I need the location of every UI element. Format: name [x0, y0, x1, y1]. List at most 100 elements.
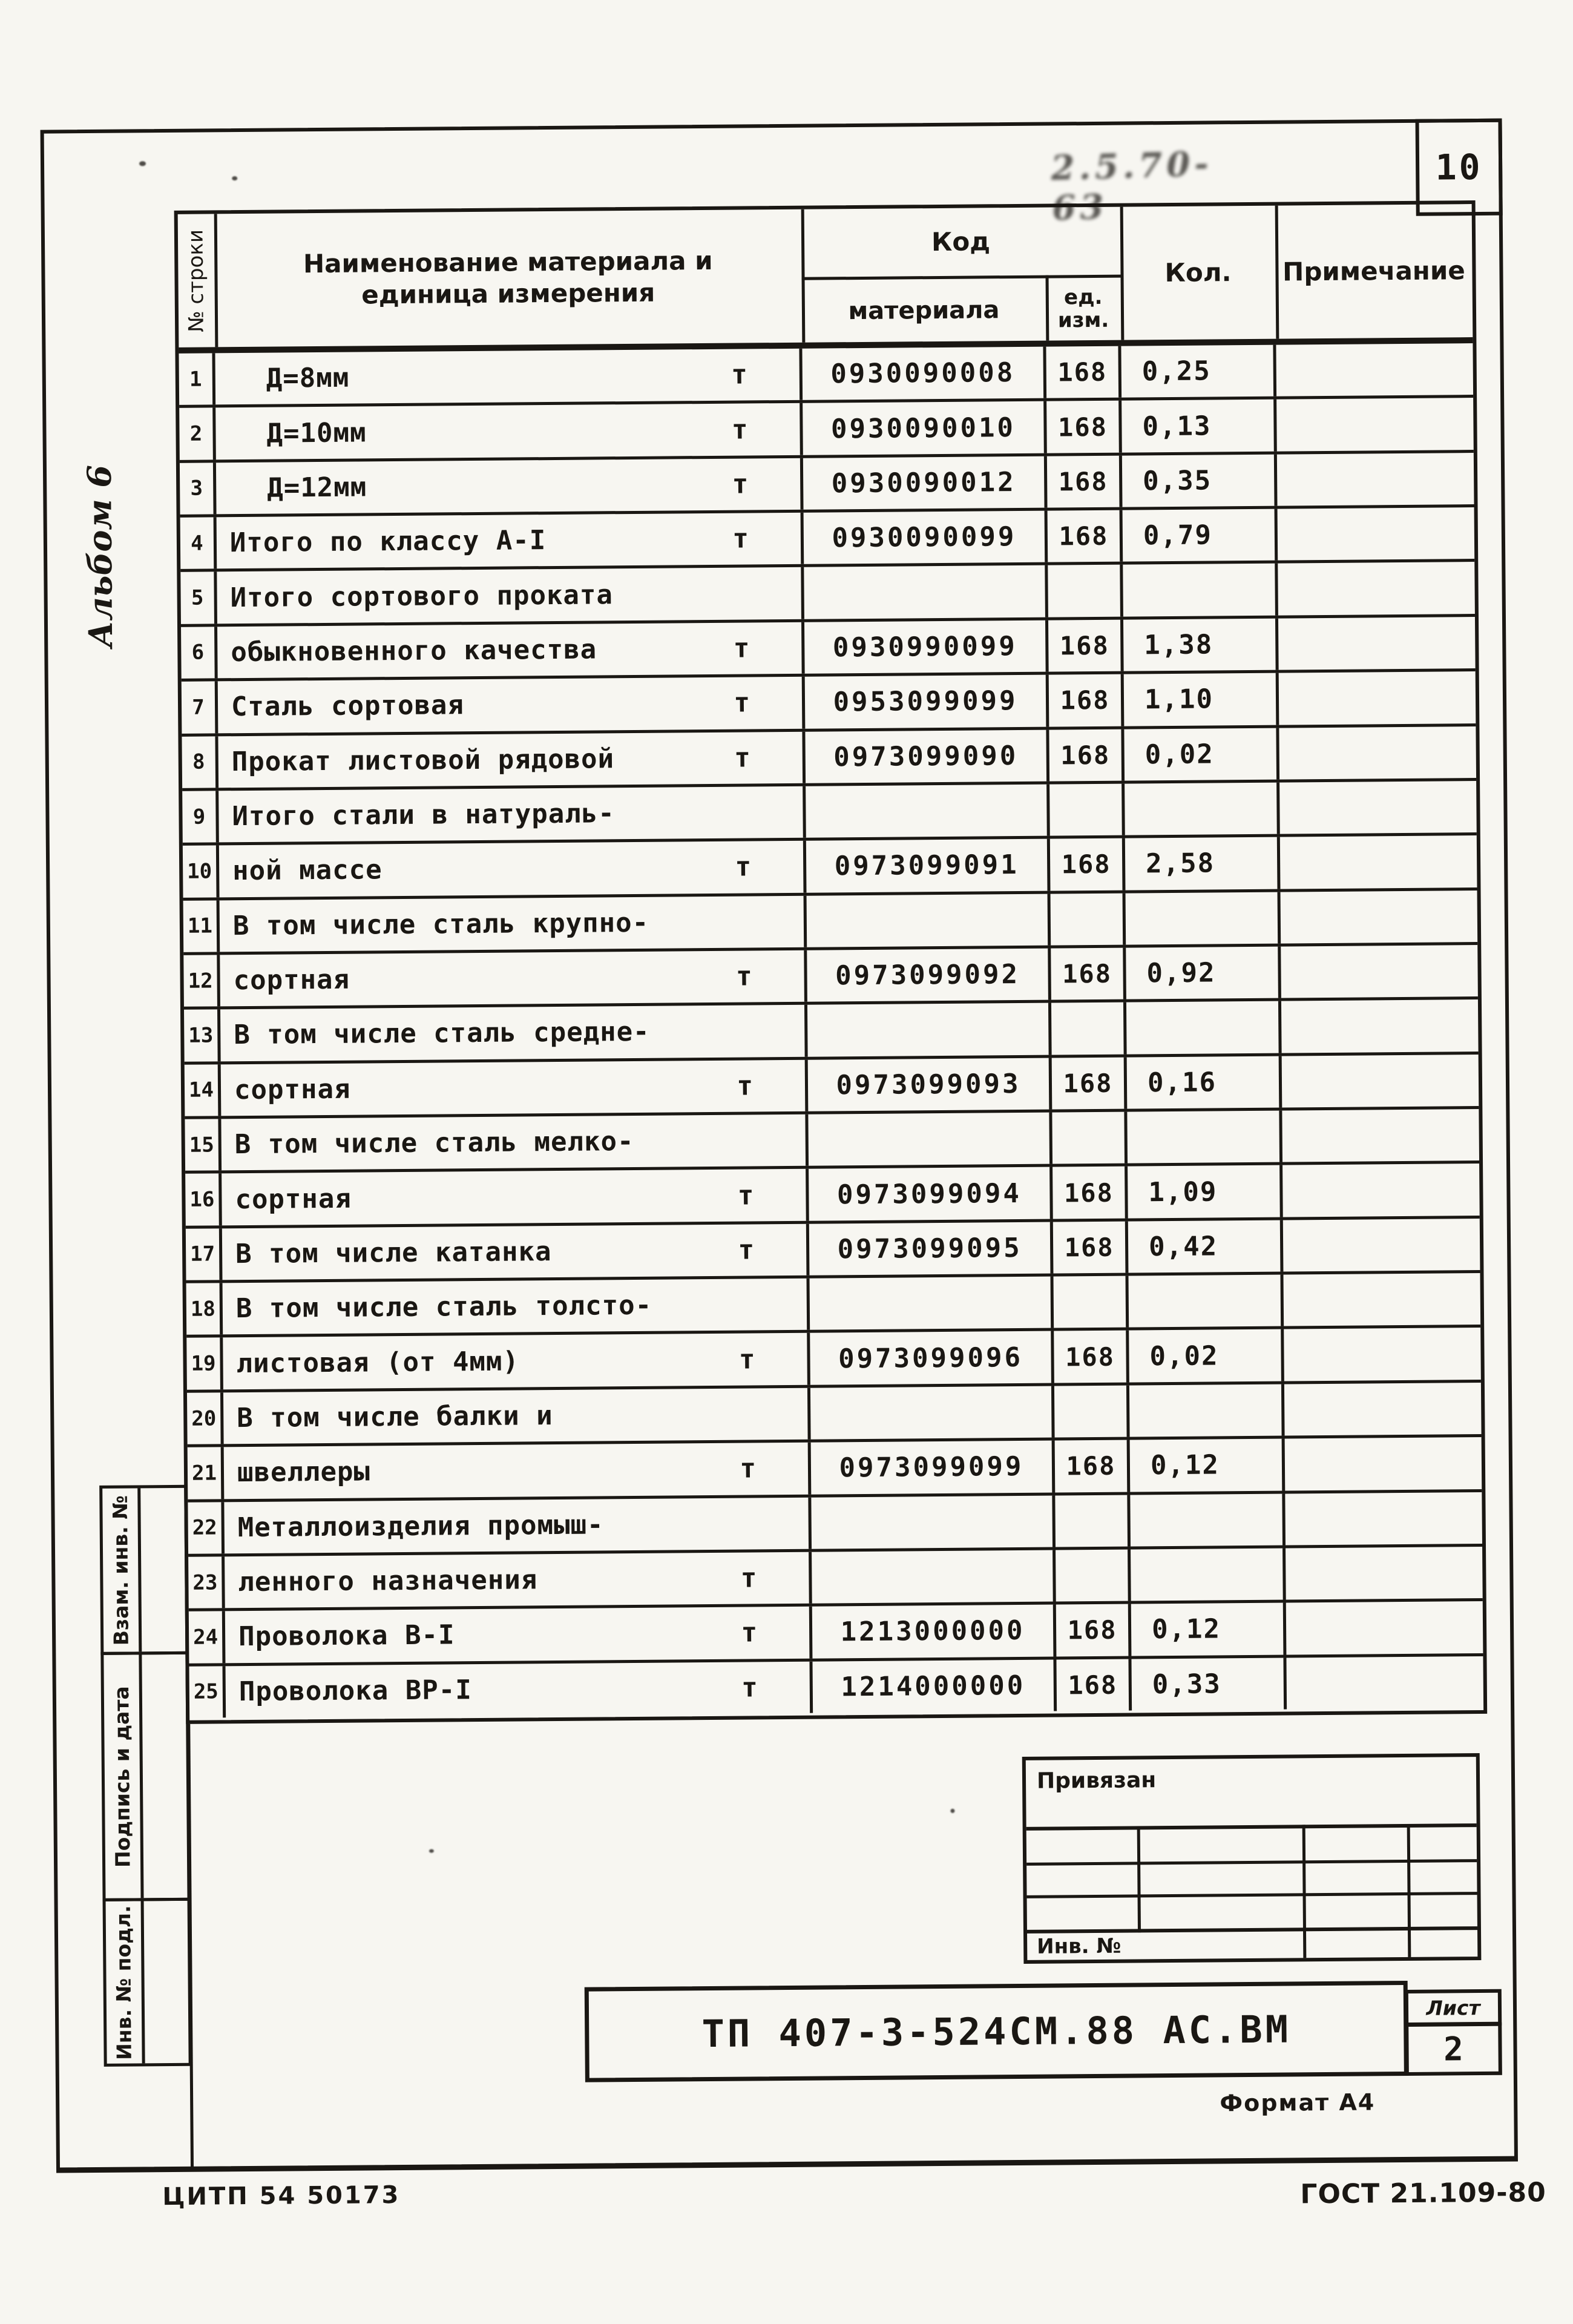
row-number: 1: [189, 367, 202, 392]
material-name: Прокат листовой рядовой: [231, 743, 615, 777]
row-number-cell: 15: [185, 1119, 222, 1171]
row-number-cell: 14: [184, 1064, 222, 1116]
quantity-cell: [1130, 1493, 1286, 1547]
quantity-cell: 0,16: [1126, 1056, 1282, 1109]
table-row: 24 Проволока В-I т 1213000000 168 0,12: [188, 1601, 1483, 1667]
unit-code-cell: 168: [1056, 1659, 1132, 1711]
material-name-cell: В том числе балки и: [223, 1387, 811, 1444]
material-code-cell: 0930090099: [803, 510, 1048, 565]
unit-code: 168: [1061, 849, 1111, 880]
note-cell: [1279, 781, 1477, 834]
table-row: 8 Прокат листовой рядовой т 0973099090 1…: [182, 726, 1477, 791]
unit-code: 168: [1060, 685, 1110, 716]
material-name: сортная: [234, 1073, 351, 1106]
material-code-cell: 0973099096: [810, 1331, 1054, 1385]
row-number: 19: [191, 1351, 216, 1376]
page-number: 10: [1435, 146, 1483, 188]
table-row: 13 В том числе сталь средне-: [183, 999, 1479, 1065]
unit-code: 168: [1063, 1068, 1113, 1099]
unit-code: 168: [1057, 357, 1108, 387]
material-code: 0973099092: [835, 959, 1020, 992]
material-name: сортная: [233, 964, 350, 996]
row-number-cell: 21: [187, 1447, 225, 1499]
row-number-cell: 20: [186, 1392, 224, 1444]
column-header-label: единица измерения: [361, 277, 655, 310]
material-name-cell: Металлоизделия промыш-: [224, 1497, 812, 1554]
material-code-cell: [806, 784, 1050, 838]
material-code: 0930090099: [832, 521, 1017, 554]
table-header: № строки Наименование материала и единиц…: [177, 204, 1473, 354]
sheet-label-box: Лист: [1404, 1989, 1502, 2027]
table-row: 14 сортная т 0973099093 168 0,16: [184, 1054, 1479, 1119]
material-name: В том числе катанка: [235, 1236, 552, 1270]
material-name: ленного назначения: [238, 1564, 538, 1598]
column-header-material-name: Наименование материала и единица измерен…: [214, 209, 803, 347]
row-number: 20: [191, 1406, 217, 1431]
material-code: 0973099095: [837, 1232, 1022, 1265]
material-name-cell: ной массе т: [218, 840, 807, 897]
document-code: ТП 407-3-524СМ.88 АС.ВМ: [701, 2007, 1292, 2056]
unit-code-cell: 168: [1049, 729, 1125, 782]
sheet-number: 2: [1443, 2030, 1464, 2069]
unit-code: 168: [1059, 630, 1109, 661]
note-cell: [1283, 1273, 1480, 1326]
table-row: 17 В том числе катанка т 0973099095 168 …: [185, 1218, 1480, 1283]
unit-code-cell: 168: [1046, 346, 1122, 398]
note-cell: [1283, 1219, 1480, 1272]
material-code: 0973099099: [839, 1451, 1024, 1484]
row-number: 2: [189, 421, 203, 446]
table-row: 5 Итого сортового проката: [180, 562, 1475, 627]
unit-code-cell: 168: [1052, 1166, 1128, 1219]
material-code-cell: [808, 1112, 1053, 1167]
table-row: 7 Сталь сортовая т 0953099099 168 1,10: [181, 671, 1476, 737]
quantity-cell: [1125, 892, 1281, 945]
row-number-cell: 22: [188, 1501, 225, 1554]
unit-code: 168: [1057, 412, 1108, 442]
quantity-value: 1,38: [1144, 629, 1213, 661]
table-row: 21 швеллеры т 0973099099 168 0,12: [187, 1437, 1482, 1503]
quantity-cell: 0,02: [1124, 728, 1280, 781]
note-cell: [1280, 835, 1477, 889]
material-name-cell: листовая (от 4мм) т: [223, 1333, 810, 1390]
row-number: 8: [192, 749, 205, 774]
table-row: 6 обыкновенного качества т 0930990099 16…: [181, 616, 1476, 682]
unit-code-cell: [1050, 893, 1126, 946]
side-box-empty-cell: [144, 1901, 189, 2064]
side-box-label: Взам. инв. №: [108, 1495, 133, 1645]
material-name-cell: сортная т: [222, 1169, 809, 1226]
material-name: Итого по классу А-I: [229, 525, 547, 559]
material-name-cell: Проволока ВР-I т: [225, 1661, 813, 1718]
unit-label: т: [741, 1672, 759, 1703]
quantity-cell: 0,02: [1129, 1329, 1284, 1383]
note-cell: [1279, 671, 1476, 725]
material-code: 0973099091: [834, 849, 1019, 882]
material-name-cell: ленного назначения т: [225, 1552, 812, 1608]
row-number: 10: [187, 859, 212, 884]
row-number: 4: [191, 531, 203, 556]
row-number: 14: [188, 1078, 214, 1103]
unit-code-cell: 168: [1054, 1440, 1131, 1493]
unit-label: т: [733, 633, 750, 664]
side-box-inv-podl: Инв. № подл.: [102, 1897, 192, 2067]
unit-label: т: [738, 1344, 756, 1375]
table-row: 22 Металлоизделия промыш-: [188, 1492, 1483, 1557]
unit-label: т: [737, 1179, 755, 1211]
quantity-value: 0,33: [1152, 1668, 1221, 1700]
note-cell: [1282, 1109, 1479, 1162]
quantity-cell: 0,35: [1121, 454, 1278, 507]
row-number: 6: [191, 640, 205, 665]
material-name: Д=10мм: [266, 416, 367, 449]
material-code: 0930990099: [832, 630, 1017, 663]
column-header-unit: ед. изм.: [1046, 278, 1121, 341]
quantity-cell: 0,25: [1121, 344, 1277, 398]
unit-code: 168: [1062, 958, 1112, 989]
quantity-cell: 0,92: [1126, 946, 1281, 999]
note-cell: [1276, 398, 1474, 451]
material-name-cell: В том числе сталь мелко-: [221, 1114, 809, 1171]
row-number-cell: 23: [188, 1556, 225, 1609]
note-cell: [1282, 1164, 1480, 1217]
material-code-cell: 0930090010: [803, 401, 1047, 455]
unit-code: 168: [1067, 1615, 1117, 1645]
table-row: 2 Д=10мм т 0930090010 168 0,13: [179, 398, 1474, 463]
unit-label: т: [737, 1070, 754, 1102]
